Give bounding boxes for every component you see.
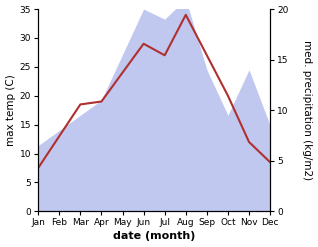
Y-axis label: med. precipitation (kg/m2): med. precipitation (kg/m2) <box>302 40 313 180</box>
X-axis label: date (month): date (month) <box>113 231 195 242</box>
Y-axis label: max temp (C): max temp (C) <box>5 74 16 146</box>
